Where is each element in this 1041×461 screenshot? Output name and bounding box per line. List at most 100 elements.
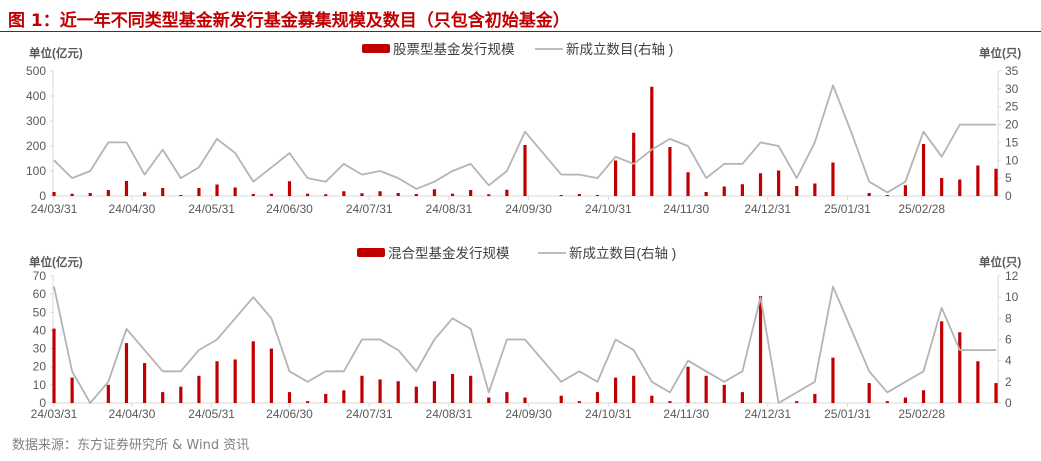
- chart2-x-tick-label: 25/02/28: [898, 407, 945, 421]
- chart2-x-tick-label: 24/10/31: [585, 407, 632, 421]
- chart1-x-tick-label: 24/03/31: [31, 202, 78, 216]
- chart1-x-tick-label: 25/01/31: [824, 202, 871, 216]
- chart1-bar: [469, 190, 473, 196]
- chart2-bar: [686, 366, 690, 403]
- chart1-bar: [976, 165, 980, 196]
- chart1-x-tick-label: 24/11/30: [663, 202, 709, 216]
- chart1-bar: [306, 193, 310, 196]
- chart1-x-tick-label: 24/10/31: [585, 202, 632, 216]
- chart2-left-tick-label: 60: [33, 287, 47, 301]
- chart2-bar: [867, 383, 871, 403]
- chart2-bar: [269, 348, 273, 403]
- chart2-bar: [360, 375, 364, 403]
- chart1-left-tick-label: 100: [26, 164, 46, 178]
- chart2-bar: [523, 397, 527, 403]
- chart1-bar: [613, 160, 618, 196]
- chart2-legend-line-label: 新成立数目(右轴 ): [569, 246, 676, 261]
- chart1-bar: [813, 183, 817, 196]
- chart1-x-tick-label: 24/08/31: [426, 202, 473, 216]
- chart2-bar: [414, 386, 418, 403]
- chart2-bar: [903, 397, 908, 403]
- chart1-bar: [396, 193, 400, 196]
- chart2-bar: [378, 379, 382, 403]
- chart2-right-tick-label: 6: [1005, 333, 1012, 347]
- chart2-x-tick-label: 24/08/31: [426, 407, 473, 421]
- chart1-x-tick-label: 25/02/28: [898, 202, 945, 216]
- chart2-x-tick-label: 24/04/30: [109, 407, 156, 421]
- chart1-count-line: [53, 84, 996, 194]
- chart1-bar: [740, 184, 744, 196]
- chart2-bar: [704, 375, 708, 403]
- chart1-bar: [70, 193, 74, 196]
- chart2-bar: [179, 386, 183, 403]
- chart1-bar: [505, 189, 509, 196]
- chart2-bar: [650, 395, 654, 403]
- chart1-bar: [867, 193, 871, 196]
- chart2-bar: [632, 375, 636, 403]
- chart1-bar: [577, 194, 581, 196]
- chart1-bar: [487, 194, 491, 196]
- chart1-bar: [523, 145, 527, 196]
- chart2-x-tick-label: 24/07/31: [346, 407, 393, 421]
- chart1-right-tick-label: 30: [1005, 82, 1019, 96]
- chart2-bar: [70, 377, 74, 403]
- chart1-left-tick-label: 200: [26, 139, 46, 153]
- chart2-bar: [161, 392, 165, 403]
- chart1-x-tick-label: 24/06/30: [266, 202, 313, 216]
- chart2-bar: [197, 375, 201, 403]
- chart2-left-tick-label: 70: [33, 269, 47, 283]
- chart1-left-tick-label: 300: [26, 114, 46, 128]
- chart1-bar: [795, 186, 799, 196]
- chart1-bar: [686, 172, 690, 196]
- chart1-right-unit-label: 单位(只): [979, 46, 1021, 60]
- chart1-bar: [921, 144, 926, 196]
- chart2-bar: [668, 401, 672, 403]
- chart1-bar: [142, 192, 147, 196]
- chart2-bar: [921, 390, 926, 403]
- chart1-bar: [885, 195, 889, 196]
- chart1-right-tick-label: 0: [1005, 189, 1012, 203]
- chart1-x-tick-label: 24/04/30: [109, 202, 156, 216]
- chart1-bar: [777, 170, 781, 196]
- chart2-bar: [342, 390, 346, 403]
- chart1-bar: [559, 195, 563, 196]
- chart1-bar: [161, 188, 165, 196]
- chart2-bar: [722, 384, 726, 403]
- chart2-bar: [233, 359, 237, 403]
- chart1-bar: [450, 193, 455, 196]
- title-underline: [0, 31, 1041, 32]
- chart1-bar: [233, 187, 237, 196]
- chart2-right-tick-label: 10: [1005, 290, 1019, 304]
- chart2-bar: [450, 373, 455, 403]
- chart1-left-tick-label: 500: [26, 64, 46, 78]
- chart1-bar: [595, 195, 600, 196]
- chart1-right-tick-label: 10: [1005, 153, 1019, 167]
- chart2-bar: [324, 393, 328, 403]
- chart1-x-tick-label: 24/07/31: [346, 202, 393, 216]
- chart2-bar: [215, 361, 219, 403]
- chart2-x-tick-label: 24/03/31: [31, 407, 78, 421]
- chart2-bar: [740, 392, 744, 403]
- chart2-right-tick-label: 4: [1005, 354, 1012, 368]
- chart1-right-tick-label: 25: [1005, 100, 1019, 114]
- chart2-bar: [577, 401, 581, 403]
- chart2-bar: [758, 295, 763, 403]
- chart1-legend-bar-label: 股票型基金发行规模: [393, 41, 515, 57]
- chart2-left-tick-label: 20: [33, 360, 47, 374]
- chart2-bar: [306, 401, 310, 403]
- chart2-count-line: [53, 285, 996, 404]
- chart2-bar: [432, 381, 437, 403]
- chart1-bar: [903, 185, 908, 196]
- chart1-bar: [360, 193, 364, 196]
- chart1-bar: [668, 147, 672, 196]
- chart1-bar: [269, 193, 273, 196]
- chart1-x-tick-label: 24/05/31: [188, 202, 235, 216]
- chart2-bar: [559, 395, 563, 403]
- chart2-bar: [976, 361, 980, 403]
- chart1-right-tick-label: 20: [1005, 118, 1019, 132]
- chart1-bar: [940, 178, 944, 196]
- figure-title: 图 1：近一年不同类型基金新发行基金募集规模及数目（只包含初始基金）: [8, 11, 570, 31]
- chart1-x-tick-label: 24/12/31: [744, 202, 791, 216]
- chart2-left-tick-label: 0: [39, 396, 46, 410]
- chart1-bar: [251, 194, 255, 196]
